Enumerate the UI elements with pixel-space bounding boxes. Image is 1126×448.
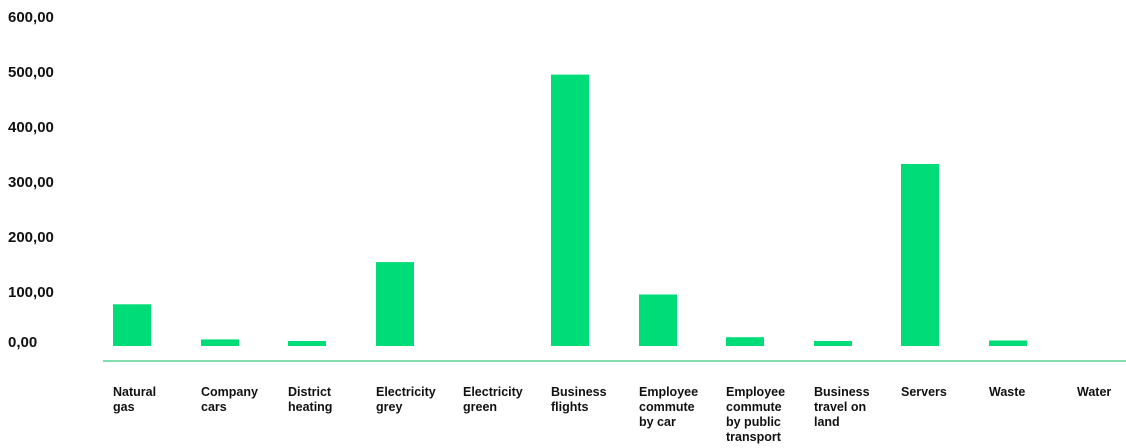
y-tick-label: 0,00 (8, 334, 37, 351)
y-tick-label: 200,00 (8, 229, 54, 246)
y-axis-ticks: 0,00 100,00 200,00 300,00 400,00 500,00 600,00 (8, 9, 54, 351)
bars (113, 74, 1027, 346)
x-category-label: Electricity green (463, 385, 523, 414)
x-category-label: Business flights (551, 385, 607, 414)
x-category-label: Business travel on land (814, 385, 870, 429)
bar (814, 341, 852, 346)
x-category-label: Employee commute by car (639, 385, 699, 429)
x-category-label: Water (1077, 385, 1112, 399)
bar (113, 304, 151, 346)
x-category-label: Waste (989, 385, 1026, 399)
bar (989, 340, 1027, 346)
bar (376, 262, 414, 346)
x-category-label: Natural gas (113, 385, 157, 414)
x-category-label: Servers (901, 385, 947, 399)
bar (201, 339, 239, 346)
y-tick-label: 500,00 (8, 64, 54, 81)
x-category-label: Company cars (201, 385, 258, 414)
bar (288, 341, 326, 346)
x-category-label: Employee commute by public transport (726, 385, 786, 444)
bar (901, 164, 939, 346)
y-tick-label: 100,00 (8, 284, 54, 301)
y-tick-label: 300,00 (8, 174, 54, 191)
y-tick-label: 400,00 (8, 119, 54, 136)
bar (639, 294, 677, 346)
y-tick-label: 600,00 (8, 9, 54, 26)
x-category-label: District heating (288, 385, 333, 414)
x-category-label: Electricity grey (376, 385, 436, 414)
bar (551, 74, 589, 346)
bar (726, 337, 764, 346)
